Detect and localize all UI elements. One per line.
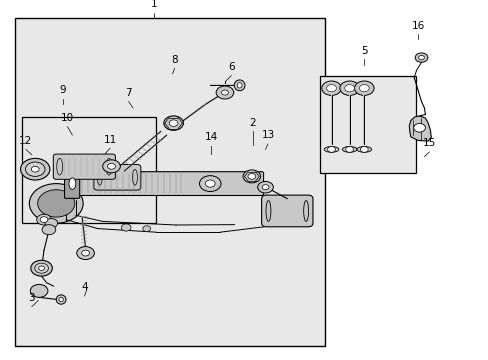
Circle shape	[221, 90, 228, 95]
Circle shape	[39, 266, 44, 270]
Circle shape	[205, 180, 215, 187]
Circle shape	[107, 163, 115, 169]
Text: 3: 3	[28, 293, 35, 303]
Circle shape	[38, 190, 75, 217]
Ellipse shape	[237, 83, 242, 88]
Text: 11: 11	[103, 135, 117, 145]
Ellipse shape	[342, 147, 356, 152]
FancyBboxPatch shape	[261, 195, 312, 227]
FancyBboxPatch shape	[64, 169, 80, 198]
Circle shape	[42, 225, 56, 235]
Circle shape	[262, 185, 268, 190]
Circle shape	[326, 85, 336, 92]
FancyBboxPatch shape	[94, 165, 141, 190]
Circle shape	[169, 120, 178, 126]
Circle shape	[418, 55, 424, 60]
Text: 4: 4	[81, 282, 88, 292]
Circle shape	[45, 219, 58, 228]
Circle shape	[37, 214, 51, 225]
Text: 2: 2	[249, 118, 256, 128]
Text: 16: 16	[410, 21, 424, 31]
Text: 14: 14	[204, 132, 218, 142]
Circle shape	[344, 85, 354, 92]
Ellipse shape	[56, 295, 66, 304]
Circle shape	[163, 116, 183, 130]
Ellipse shape	[324, 147, 338, 152]
Circle shape	[77, 247, 94, 260]
Text: 9: 9	[59, 85, 66, 95]
Circle shape	[243, 170, 260, 183]
Circle shape	[20, 158, 50, 180]
FancyBboxPatch shape	[53, 154, 115, 179]
Circle shape	[199, 176, 221, 192]
Circle shape	[31, 166, 39, 172]
Bar	[22, 117, 156, 223]
Text: 10: 10	[61, 113, 74, 123]
Text: 5: 5	[360, 46, 367, 56]
Circle shape	[40, 217, 48, 222]
Circle shape	[35, 263, 48, 273]
Bar	[15, 18, 325, 346]
Ellipse shape	[234, 80, 244, 91]
Polygon shape	[408, 116, 430, 141]
Circle shape	[413, 123, 425, 132]
Circle shape	[121, 224, 131, 231]
Circle shape	[25, 162, 45, 176]
Ellipse shape	[69, 178, 76, 189]
Circle shape	[257, 181, 273, 193]
Text: 8: 8	[171, 55, 178, 65]
Text: 1: 1	[150, 0, 157, 9]
Circle shape	[216, 86, 233, 99]
Circle shape	[327, 147, 335, 152]
Circle shape	[360, 147, 367, 152]
Circle shape	[247, 174, 255, 179]
Circle shape	[81, 250, 89, 256]
Circle shape	[29, 184, 83, 223]
Text: 13: 13	[261, 130, 274, 140]
Circle shape	[345, 147, 353, 152]
Ellipse shape	[356, 147, 371, 152]
Circle shape	[354, 81, 373, 95]
Ellipse shape	[59, 297, 63, 302]
FancyBboxPatch shape	[69, 172, 263, 195]
Circle shape	[102, 160, 120, 173]
Circle shape	[31, 260, 52, 276]
Circle shape	[30, 284, 48, 297]
Text: 6: 6	[227, 62, 234, 72]
Bar	[320, 76, 415, 173]
Circle shape	[339, 81, 359, 95]
Text: 12: 12	[19, 136, 33, 146]
Circle shape	[142, 226, 150, 231]
Text: 15: 15	[422, 138, 435, 148]
Text: 7: 7	[125, 88, 132, 98]
Circle shape	[321, 81, 341, 95]
Circle shape	[414, 53, 427, 62]
Circle shape	[359, 85, 368, 92]
